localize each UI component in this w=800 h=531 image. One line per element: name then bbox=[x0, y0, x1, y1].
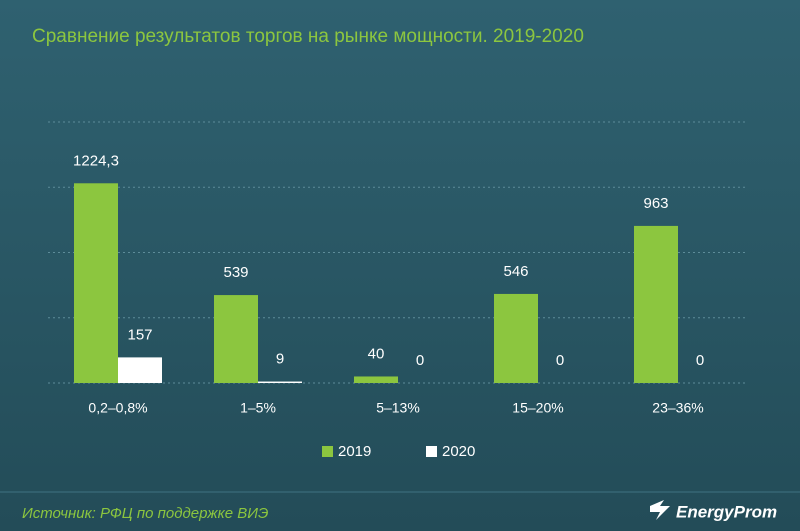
x-tick-label: 15–20% bbox=[512, 400, 563, 416]
legend-label: 2020 bbox=[442, 443, 475, 460]
data-label: 539 bbox=[223, 264, 248, 281]
data-label: 0 bbox=[416, 352, 424, 369]
logo-icon bbox=[650, 500, 670, 520]
legend-swatch bbox=[322, 446, 333, 457]
data-label: 9 bbox=[276, 351, 284, 368]
bar bbox=[258, 381, 302, 383]
bar bbox=[634, 225, 678, 383]
data-label: 40 bbox=[368, 345, 385, 362]
data-label: 546 bbox=[503, 263, 528, 280]
legend-label: 2019 bbox=[338, 443, 371, 460]
x-tick-label: 0,2–0,8% bbox=[88, 400, 147, 416]
data-label: 963 bbox=[643, 195, 668, 212]
x-tick-label: 23–36% bbox=[652, 400, 703, 416]
data-label: 1224,3 bbox=[73, 152, 119, 169]
data-label: 0 bbox=[696, 352, 704, 369]
logo: EnergyProm bbox=[650, 500, 777, 521]
bar bbox=[214, 295, 258, 383]
x-tick-label: 5–13% bbox=[376, 400, 420, 416]
bar bbox=[74, 183, 118, 383]
x-tick-label: 1–5% bbox=[240, 400, 276, 416]
chart-title: Сравнение результатов торгов на рынке мо… bbox=[32, 26, 584, 47]
data-label: 157 bbox=[127, 326, 152, 343]
bar bbox=[118, 357, 162, 383]
logo-text: EnergyProm bbox=[676, 502, 777, 521]
bar bbox=[354, 376, 398, 383]
bar bbox=[494, 293, 538, 383]
source-note: Источник: РФЦ по поддержке ВИЭ bbox=[22, 505, 268, 522]
data-label: 0 bbox=[556, 352, 564, 369]
legend-swatch bbox=[426, 446, 437, 457]
